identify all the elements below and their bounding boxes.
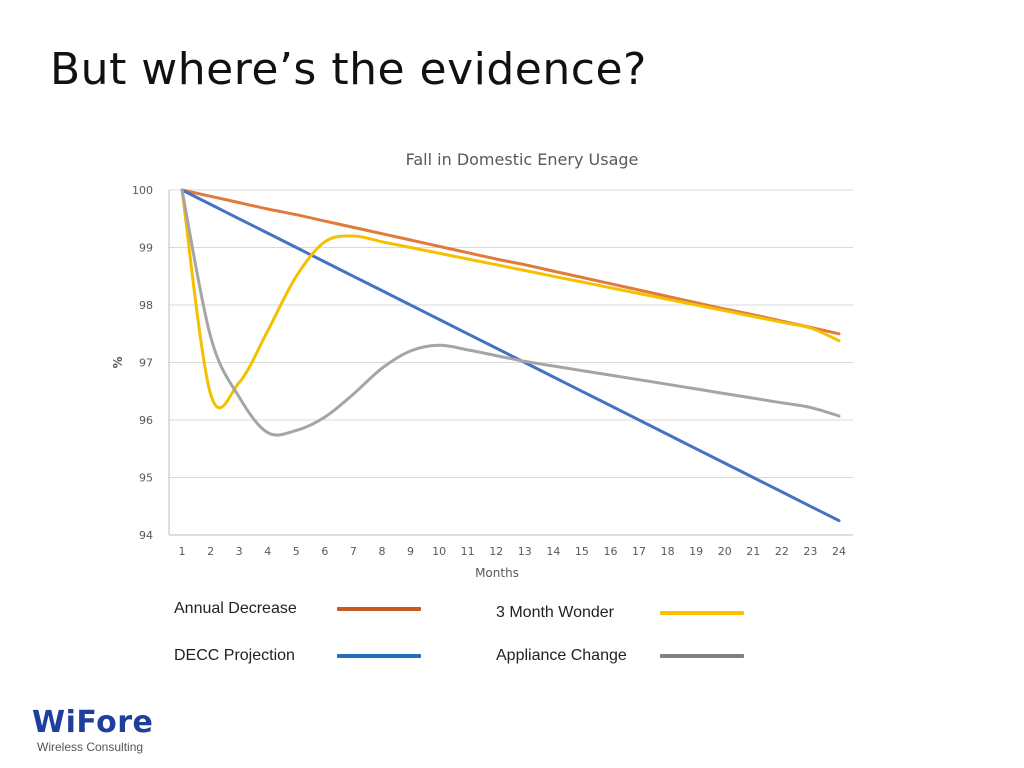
legend-swatch-decc-projection: [337, 654, 421, 658]
x-tick-label: 23: [803, 545, 817, 558]
y-tick-label: 98: [139, 299, 153, 312]
x-tick-label: 16: [603, 545, 617, 558]
x-tick-label: 21: [746, 545, 760, 558]
legend-label-appliance-change: Appliance Change: [496, 647, 627, 664]
y-tick-label: 95: [139, 472, 153, 485]
series-line-appliance-change: [180, 188, 841, 437]
legend-swatch-appliance-change: [660, 654, 744, 658]
x-tick-label: 18: [661, 545, 675, 558]
x-tick-label: 12: [489, 545, 503, 558]
logo-tagline: Wireless Consulting: [37, 740, 144, 754]
x-tick-label: 7: [350, 545, 357, 558]
legend-swatch-3-month-wonder: [660, 611, 744, 615]
x-tick-label: 17: [632, 545, 646, 558]
y-tick-label: 99: [139, 242, 153, 255]
line-chart: Fall in Domestic Enery Usage949596979899…: [111, 150, 853, 580]
x-tick-label: 3: [236, 545, 243, 558]
x-tick-label: 2: [207, 545, 214, 558]
x-tick-label: 5: [293, 545, 300, 558]
x-tick-label: 9: [407, 545, 414, 558]
x-tick-label: 4: [264, 545, 271, 558]
wifore-logo: WiFore Wireless Consulting: [32, 706, 192, 756]
logo-wordmark: WiFore: [32, 705, 154, 740]
x-tick-label: 24: [832, 545, 846, 558]
x-axis-label: Months: [475, 566, 519, 580]
x-tick-label: 19: [689, 545, 703, 558]
y-axis-label: %: [111, 356, 125, 368]
x-tick-label: 11: [461, 545, 475, 558]
x-tick-label: 15: [575, 545, 589, 558]
y-tick-label: 100: [132, 184, 153, 197]
legend-label-decc-projection: DECC Projection: [174, 647, 295, 664]
legend-label-annual-decrease: Annual Decrease: [174, 600, 297, 617]
series-line-decc-projection: [180, 188, 841, 523]
x-tick-label: 1: [179, 545, 186, 558]
x-tick-label: 13: [518, 545, 532, 558]
y-tick-label: 94: [139, 529, 153, 542]
y-tick-label: 97: [139, 357, 153, 370]
x-tick-label: 20: [718, 545, 732, 558]
x-tick-label: 10: [432, 545, 446, 558]
y-tick-label: 96: [139, 414, 153, 427]
slide-title: But where’s the evidence?: [50, 44, 647, 95]
series-line-3-month-wonder: [180, 188, 841, 410]
x-tick-label: 8: [378, 545, 385, 558]
x-tick-label: 6: [321, 545, 328, 558]
series-line-annual-decrease: [180, 188, 841, 336]
x-tick-label: 22: [775, 545, 789, 558]
chart-title: Fall in Domestic Enery Usage: [406, 150, 639, 169]
x-tick-label: 14: [546, 545, 560, 558]
legend-label-3-month-wonder: 3 Month Wonder: [496, 604, 614, 621]
legend-swatch-annual-decrease: [337, 607, 421, 611]
